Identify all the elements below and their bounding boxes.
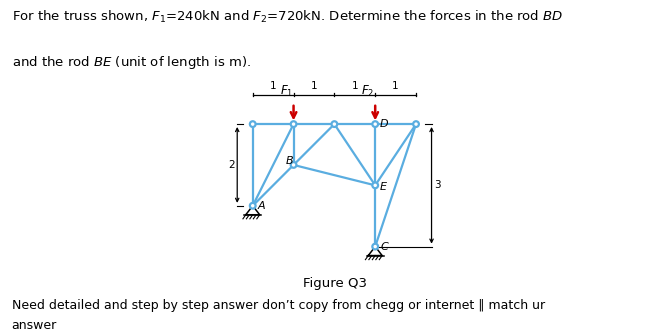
Text: C: C xyxy=(380,242,388,251)
Text: B: B xyxy=(285,156,293,166)
Text: A: A xyxy=(257,201,265,211)
Circle shape xyxy=(250,203,255,209)
Text: Need detailed and step by step answer don’t copy from chegg or internet ‖ match : Need detailed and step by step answer do… xyxy=(12,299,545,312)
Circle shape xyxy=(291,162,297,168)
Text: answer: answer xyxy=(12,319,57,330)
Text: and the rod $\it{BE}$ (unit of length is m).: and the rod $\it{BE}$ (unit of length is… xyxy=(12,53,251,71)
Circle shape xyxy=(291,121,297,127)
Text: For the truss shown, $F_1$=240kN and $F_2$=720kN. Determine the forces in the ro: For the truss shown, $F_1$=240kN and $F_… xyxy=(12,9,563,25)
Text: 2: 2 xyxy=(228,160,235,170)
Text: Figure Q3: Figure Q3 xyxy=(303,277,368,290)
Text: 1: 1 xyxy=(270,82,277,91)
Text: 1: 1 xyxy=(352,82,358,91)
Circle shape xyxy=(250,121,255,127)
Text: 1: 1 xyxy=(392,82,399,91)
Text: $F_1$: $F_1$ xyxy=(279,84,293,99)
Text: E: E xyxy=(379,182,386,192)
Circle shape xyxy=(413,121,419,127)
Circle shape xyxy=(372,244,378,249)
Circle shape xyxy=(372,121,378,127)
Text: 3: 3 xyxy=(434,180,441,190)
Text: D: D xyxy=(380,119,389,129)
Circle shape xyxy=(332,121,337,127)
Text: 1: 1 xyxy=(311,82,317,91)
Circle shape xyxy=(372,182,378,188)
Text: $F_2$: $F_2$ xyxy=(361,84,375,99)
